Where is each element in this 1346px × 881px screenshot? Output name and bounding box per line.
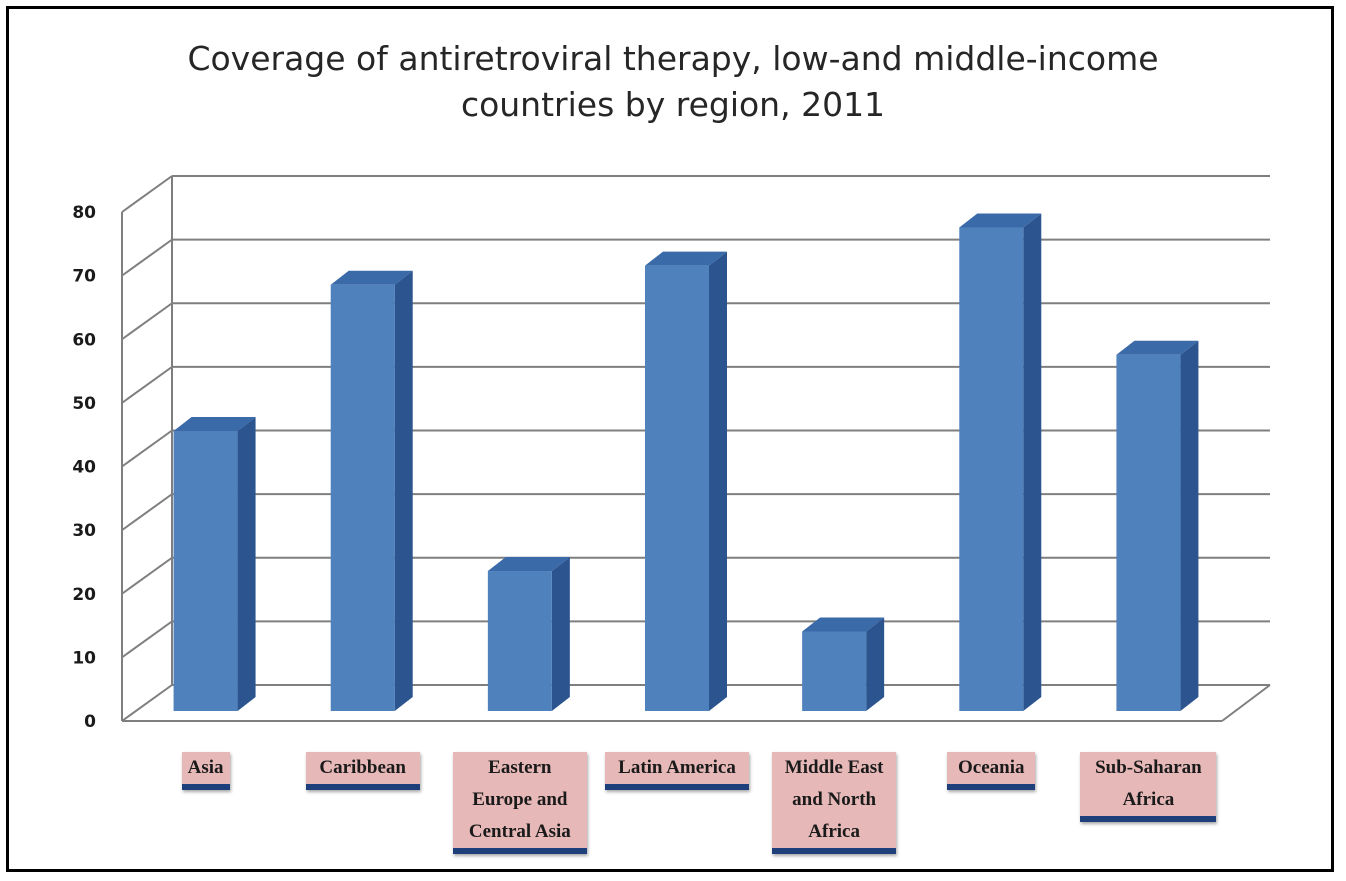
bar	[1116, 340, 1199, 711]
gridline-wall	[121, 429, 173, 468]
x-tick-label-line: Caribbean	[319, 757, 406, 778]
bar-top	[330, 270, 413, 285]
bar	[487, 557, 570, 711]
x-tick-label-line: and North	[792, 789, 877, 810]
gridline-wall	[121, 556, 173, 595]
y-tick-label: 10	[72, 648, 96, 668]
x-tick-label: Sub-Saharan Africa	[1080, 752, 1217, 822]
gridline-wall	[121, 493, 173, 531]
chart-title: Coverage of antiretroviral therapy, low-…	[187, 39, 1159, 124]
bar-side	[866, 617, 885, 711]
y-tick-label: 0	[84, 712, 96, 732]
y-tick-label: 80	[72, 203, 96, 223]
x-tick-label-line: Oceania	[958, 757, 1025, 778]
x-tick-label: Caribbean	[305, 752, 420, 790]
y-tick-label: 50	[72, 394, 96, 414]
bar	[802, 617, 885, 711]
bar-front	[959, 227, 1024, 711]
gridline-wall	[121, 302, 173, 341]
gridline-wall	[121, 684, 173, 722]
x-tick-label-line: Eastern	[488, 757, 552, 778]
x-tick-label-line: Africa	[1122, 789, 1175, 810]
bar-top	[802, 617, 885, 632]
bar-front	[645, 265, 709, 711]
bar-side	[551, 557, 570, 711]
y-tick-label: 40	[72, 458, 96, 478]
x-tick-label-line: Central Asia	[468, 821, 571, 842]
floor-edge	[1221, 684, 1271, 722]
x-tick-label: Asia	[181, 752, 230, 790]
bar-front	[487, 571, 552, 711]
x-tick-label: Oceania	[947, 752, 1036, 790]
x-tick-label: Latin America	[605, 752, 749, 790]
x-tick-label: Eastern Europe and Central Asia	[452, 752, 587, 854]
bar-top	[487, 557, 570, 572]
y-axis-ticks: 0 10 20 30 40 50 60 70 80	[72, 203, 96, 732]
gridline-wall	[121, 238, 173, 277]
x-tick-label-line: Sub-Saharan	[1095, 757, 1202, 778]
bar	[645, 251, 727, 711]
bar	[959, 213, 1042, 711]
x-tick-label-line: Middle East	[784, 757, 884, 778]
bar-side	[1023, 213, 1042, 711]
bar-top	[173, 417, 256, 432]
x-tick-label-line: Latin America	[618, 757, 736, 778]
bar-top	[959, 213, 1042, 228]
bar-top	[1116, 340, 1199, 355]
bar-side	[709, 251, 727, 711]
bar-front	[1116, 354, 1181, 711]
gridline-wall	[121, 175, 173, 213]
bar-side	[237, 417, 256, 711]
bar	[330, 270, 413, 711]
bar-front	[330, 284, 395, 711]
bar-front	[173, 431, 238, 711]
x-tick-label: Middle East and North Africa	[772, 752, 897, 854]
bar	[173, 417, 256, 711]
bar-side	[1180, 340, 1199, 711]
y-tick-label: 30	[72, 521, 96, 541]
x-tick-label-line: Europe and	[472, 789, 568, 810]
x-tick-label-line: Africa	[808, 821, 860, 842]
y-tick-label: 60	[72, 330, 96, 350]
bar-front	[802, 631, 867, 711]
bar-side	[394, 270, 413, 711]
bars	[173, 213, 1199, 711]
gridline-wall	[121, 620, 173, 659]
x-tick-label-line: Asia	[187, 757, 224, 778]
bar-top	[645, 251, 727, 266]
y-tick-label: 70	[72, 267, 96, 287]
y-tick-label: 20	[72, 585, 96, 605]
gridline-wall	[121, 366, 173, 404]
